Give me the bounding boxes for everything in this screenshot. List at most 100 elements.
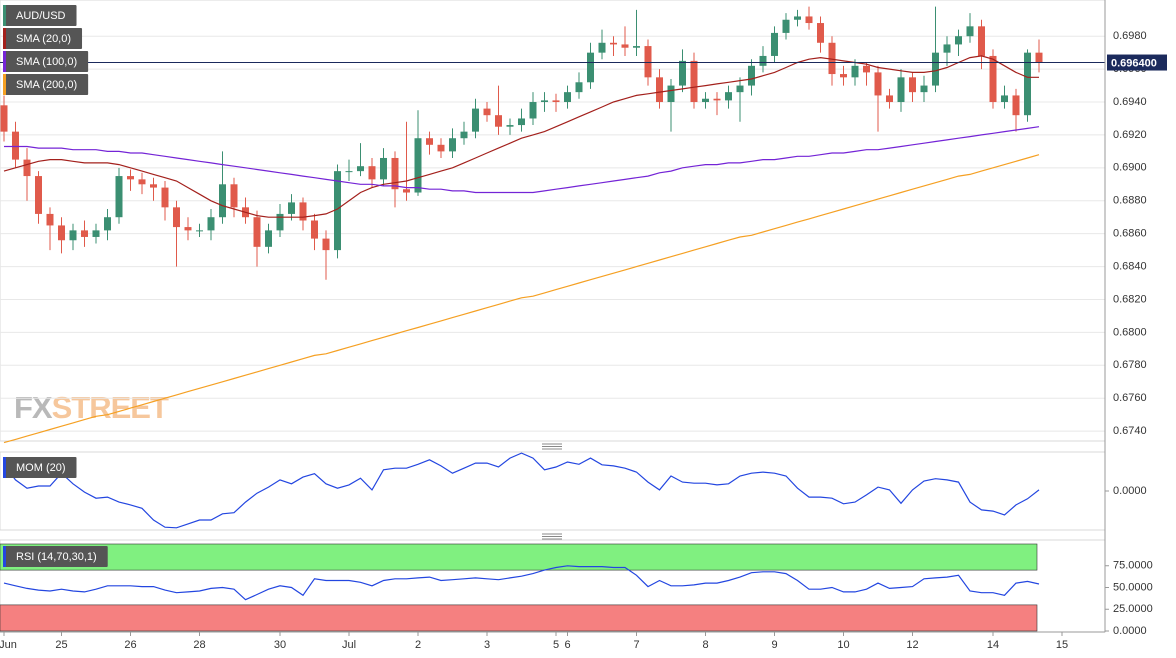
y-tick-label: 0.0000 xyxy=(1113,485,1147,497)
candle-body xyxy=(138,179,146,185)
candle-body xyxy=(391,157,399,190)
candle-body xyxy=(529,102,537,119)
candle-body xyxy=(449,138,456,152)
candle-body xyxy=(345,171,353,173)
legend-swatch xyxy=(3,74,6,95)
candle-body xyxy=(1035,52,1043,63)
watermark: FXSTREET xyxy=(14,390,169,425)
legend-label: SMA (20,0) xyxy=(16,33,71,45)
x-tick-label: 10 xyxy=(837,639,849,651)
candle-body xyxy=(909,77,916,93)
candle-body xyxy=(725,92,732,101)
legend-label: SMA (200,0) xyxy=(16,79,77,91)
resize-handle[interactable] xyxy=(542,533,562,540)
candle-body xyxy=(196,230,203,232)
candle-body xyxy=(299,202,307,221)
candle-body xyxy=(12,131,19,160)
x-tick-label: 3 xyxy=(484,639,490,651)
y-tick-label: 0.6880 xyxy=(1113,195,1147,207)
y-tick-label: 0.0000 xyxy=(1113,625,1147,637)
candle-body xyxy=(161,187,169,208)
candle-body xyxy=(276,213,284,231)
candle-body xyxy=(58,225,65,241)
legend-label: SMA (100,0) xyxy=(16,56,77,68)
legend-box xyxy=(3,74,89,95)
legend-box xyxy=(3,457,77,478)
candle-body xyxy=(104,217,111,231)
legend-swatch xyxy=(3,546,6,567)
y-tick-label: 0.6760 xyxy=(1113,392,1147,404)
candle-body xyxy=(403,189,410,193)
legend-box xyxy=(3,546,108,567)
y-tick-label: 75.0000 xyxy=(1113,560,1153,572)
candle-body xyxy=(184,227,192,231)
candle-body xyxy=(840,74,847,78)
candle-body xyxy=(288,202,295,214)
watermark-street: STREET xyxy=(52,390,169,425)
candle-body xyxy=(518,118,525,126)
candle-body xyxy=(794,16,801,20)
candle-body xyxy=(334,171,341,251)
x-tick-label: 30 xyxy=(274,639,286,651)
candle-body xyxy=(828,42,836,75)
x-tick-label: Jul xyxy=(342,639,356,651)
candle-body xyxy=(368,166,376,180)
legend-label: RSI (14,70,30,1) xyxy=(16,551,97,563)
candle-body xyxy=(150,184,157,188)
candle-body xyxy=(35,176,42,214)
candle-body xyxy=(679,60,686,86)
candle-body xyxy=(1012,95,1020,116)
candle-body xyxy=(943,44,951,53)
candle-body xyxy=(437,144,445,152)
x-tick-label: 5 xyxy=(553,639,559,651)
candle-body xyxy=(414,138,422,193)
candle-body xyxy=(610,42,617,45)
candle-body xyxy=(380,157,387,180)
legend-swatch xyxy=(3,28,6,49)
rsi-band xyxy=(0,604,1038,632)
y-tick-label: 0.6920 xyxy=(1113,129,1147,141)
candle-body xyxy=(1001,95,1008,103)
candle-body xyxy=(817,23,824,43)
candle-body xyxy=(874,72,882,96)
candle-body xyxy=(265,230,272,247)
x-tick-label: 25 xyxy=(55,639,67,651)
candle-body xyxy=(0,105,8,132)
legend-swatch xyxy=(3,51,6,72)
candle-body xyxy=(713,98,721,101)
mom-panel xyxy=(0,451,1106,531)
legend-swatch xyxy=(3,457,6,478)
candle-body xyxy=(989,55,997,103)
y-tick-label: 0.6940 xyxy=(1113,96,1147,108)
last-price-label: 0.696400 xyxy=(1111,57,1157,69)
series-line xyxy=(3,452,1040,529)
x-tick-label: 7 xyxy=(633,639,639,651)
x-tick-label: 9 xyxy=(771,639,777,651)
y-tick-label: 0.6900 xyxy=(1113,162,1147,174)
candle-body xyxy=(1024,52,1031,116)
candle-body xyxy=(966,26,974,37)
candle-body xyxy=(587,52,594,83)
candle-body xyxy=(955,36,962,45)
candle-body xyxy=(782,19,790,33)
legend-swatch xyxy=(3,5,6,26)
candle-body xyxy=(920,85,928,93)
series-line xyxy=(3,55,1039,218)
candle-body xyxy=(81,230,88,237)
candle-body xyxy=(633,46,640,48)
main-panel xyxy=(0,0,1106,442)
resize-handle[interactable] xyxy=(542,443,562,450)
candle-body xyxy=(46,213,54,226)
candle-body xyxy=(690,60,698,103)
x-tick-label: 6 xyxy=(564,639,570,651)
candle-body xyxy=(426,138,433,145)
candle-body xyxy=(932,52,939,86)
legend-box xyxy=(3,51,89,72)
candle-body xyxy=(702,98,709,103)
y-tick-label: 0.6820 xyxy=(1113,293,1147,305)
candle-body xyxy=(978,26,985,56)
y-tick-label: 50.0000 xyxy=(1113,581,1153,593)
candle-body xyxy=(598,42,606,53)
